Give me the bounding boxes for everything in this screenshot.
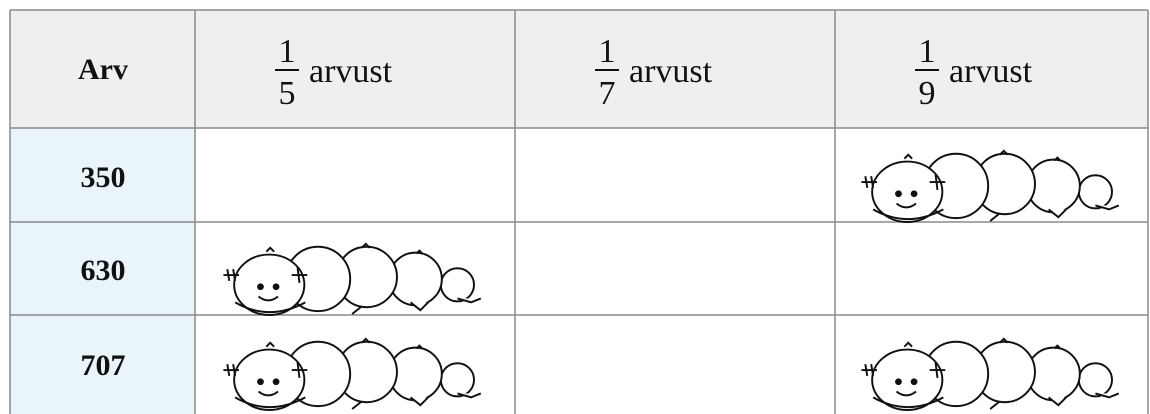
header-cell: Arv: [78, 53, 128, 86]
header-cell: arvust: [309, 53, 393, 90]
fraction-denominator: 5: [279, 75, 296, 112]
fraction-numerator: 1: [919, 33, 936, 70]
table-grid: [9, 9, 1149, 414]
row-label: 630: [81, 254, 126, 287]
header-background: [10, 10, 1148, 128]
fraction-numerator: 1: [279, 33, 296, 70]
caterpillar-icon: [222, 242, 482, 316]
caterpillar-icon: [222, 337, 482, 411]
fraction-numerator: 1: [599, 33, 616, 70]
caterpillar-icon: [860, 337, 1120, 411]
fraction-denominator: 9: [919, 75, 936, 112]
fraction-denominator: 7: [599, 75, 616, 112]
header-cell: arvust: [629, 53, 713, 90]
row-label: 707: [81, 349, 126, 382]
caterpillar-icon: [860, 149, 1120, 223]
label-column-background: [10, 128, 195, 414]
row-label: 350: [81, 161, 126, 194]
header-cell: arvust: [949, 53, 1033, 90]
